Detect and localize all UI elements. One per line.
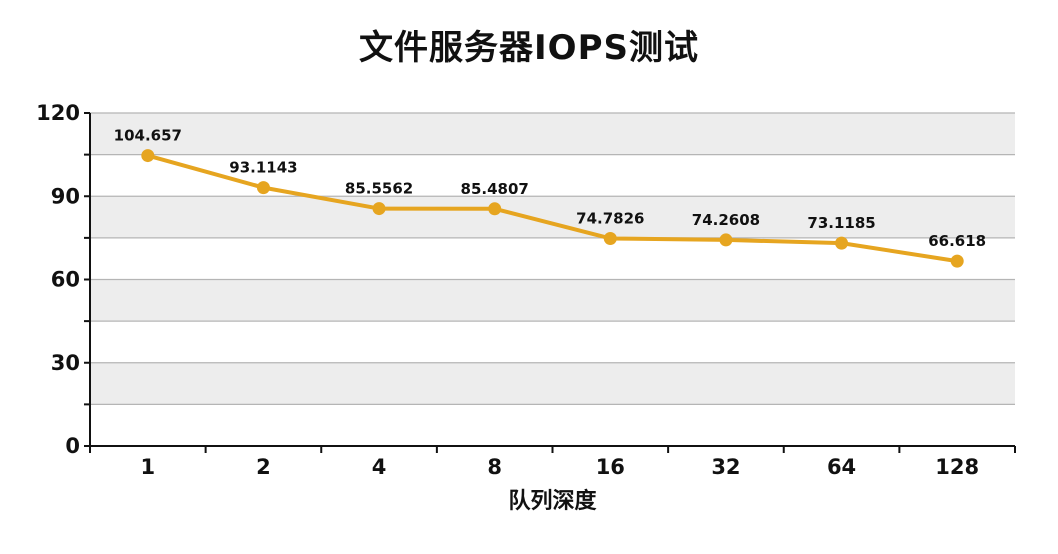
data-labels: 104.657 93.1143 85.5562 85.4807 74.7826 74.26… (114, 127, 986, 251)
plot-band (90, 237, 1015, 280)
plot-band (90, 279, 1015, 322)
x-tick-label: 32 (711, 455, 740, 479)
plot-band (90, 154, 1015, 197)
x-tick-label: 1 (141, 455, 156, 479)
series-markers (141, 149, 964, 268)
data-point (603, 231, 617, 245)
y-tick-labels: 0 30 60 90 120 (36, 101, 90, 458)
plot-band (90, 113, 1015, 155)
x-tick-labels: 1 2 4 8 16 32 64 128 (89, 446, 1016, 479)
y-tick-label: 60 (51, 268, 80, 292)
x-axis-title: 队列深度 (508, 488, 597, 514)
x-tick-label: 8 (487, 455, 502, 479)
series-line (147, 153, 958, 264)
plot-band (90, 321, 1015, 363)
data-point (256, 181, 270, 195)
data-label: 85.4807 (461, 180, 529, 198)
data-label: 93.1143 (229, 159, 297, 177)
plot-band (90, 196, 1015, 238)
data-point (719, 233, 733, 247)
gridlines (90, 112, 1015, 405)
data-point (488, 202, 502, 216)
data-label: 73.1185 (807, 214, 875, 232)
data-label: 74.7826 (576, 209, 644, 227)
y-tick-label: 90 (51, 184, 80, 208)
x-tick-label: 64 (827, 455, 856, 479)
data-point (835, 236, 849, 250)
x-tick-label: 128 (935, 455, 979, 479)
data-point (141, 149, 155, 163)
chart-title: 文件服务器IOPS测试 (359, 28, 699, 68)
data-point (372, 202, 386, 216)
plot-band (90, 362, 1015, 405)
x-tick-label: 4 (372, 455, 387, 479)
data-label: 66.618 (928, 232, 986, 250)
y-tick-label: 30 (51, 351, 80, 375)
plot-band (90, 404, 1015, 446)
data-label: 104.657 (114, 127, 182, 145)
data-label: 74.2608 (692, 211, 760, 229)
y-tick-label: 0 (65, 434, 80, 458)
plot-bands (90, 113, 1015, 446)
data-label: 85.5562 (345, 180, 413, 198)
x-tick-label: 16 (596, 455, 625, 479)
x-tick-label: 2 (256, 455, 271, 479)
y-tick-label: 120 (36, 101, 80, 125)
data-point (950, 254, 964, 268)
